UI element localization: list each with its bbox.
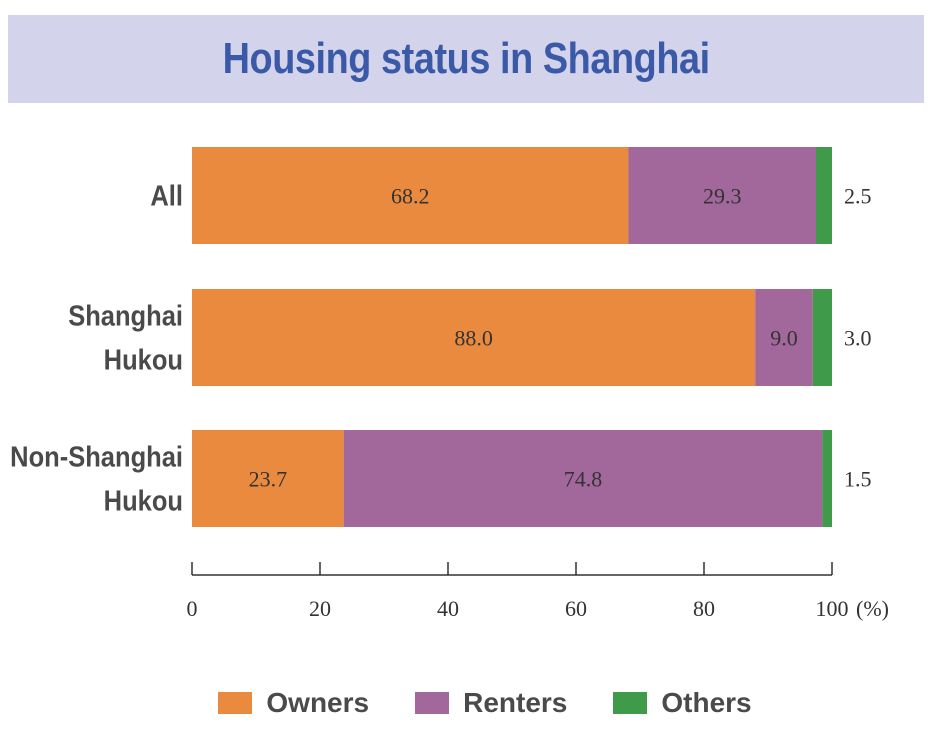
legend-item-renters: Renters	[415, 687, 567, 719]
x-tick-label: 100	[816, 596, 849, 621]
legend-label: Owners	[266, 687, 370, 718]
x-tick-label: 20	[309, 596, 331, 621]
legend-swatch	[613, 692, 648, 714]
data-label: 29.3	[703, 184, 742, 209]
legend-swatch	[415, 692, 450, 714]
bar-owners	[192, 147, 629, 244]
bar-owners	[192, 289, 756, 386]
legend-swatch	[218, 692, 253, 714]
bar-owners	[192, 430, 344, 527]
data-label: 2.5	[844, 184, 872, 209]
legend: Owners Renters Others	[0, 678, 940, 728]
chart: All Shanghai Hukou Non-Shanghai Hukou 68.2 29.…	[10, 147, 889, 621]
x-tick-label: 0	[187, 596, 198, 621]
bar-others	[812, 289, 832, 386]
category-label: Shanghai Hukou	[68, 299, 183, 376]
x-tick-label: 60	[565, 596, 587, 621]
data-label: 3.0	[844, 326, 872, 351]
legend-label: Others	[661, 687, 752, 718]
legend-item-owners: Owners	[218, 687, 369, 719]
chart-title: Housing status in Shanghai	[222, 34, 710, 83]
data-label: 1.5	[844, 467, 872, 492]
category-label: Non-Shanghai Hukou	[10, 440, 183, 517]
data-label: 23.7	[249, 467, 288, 492]
legend-item-others: Others	[613, 687, 752, 719]
bar-others	[822, 430, 832, 527]
legend-label: Renters	[463, 687, 568, 718]
x-unit-label: (%)	[856, 596, 889, 621]
bar-renters	[628, 147, 816, 244]
x-tick-label: 80	[693, 596, 715, 621]
bar-renters	[755, 289, 813, 386]
data-label: 9.0	[770, 326, 798, 351]
title-band: Housing status in Shanghai	[8, 15, 924, 103]
data-label: 74.8	[564, 467, 603, 492]
category-label: All	[150, 179, 183, 212]
data-label: 68.2	[391, 184, 430, 209]
x-tick-label: 40	[437, 596, 459, 621]
bar-others	[816, 147, 832, 244]
bar-renters	[343, 430, 823, 527]
data-label: 88.0	[454, 326, 493, 351]
